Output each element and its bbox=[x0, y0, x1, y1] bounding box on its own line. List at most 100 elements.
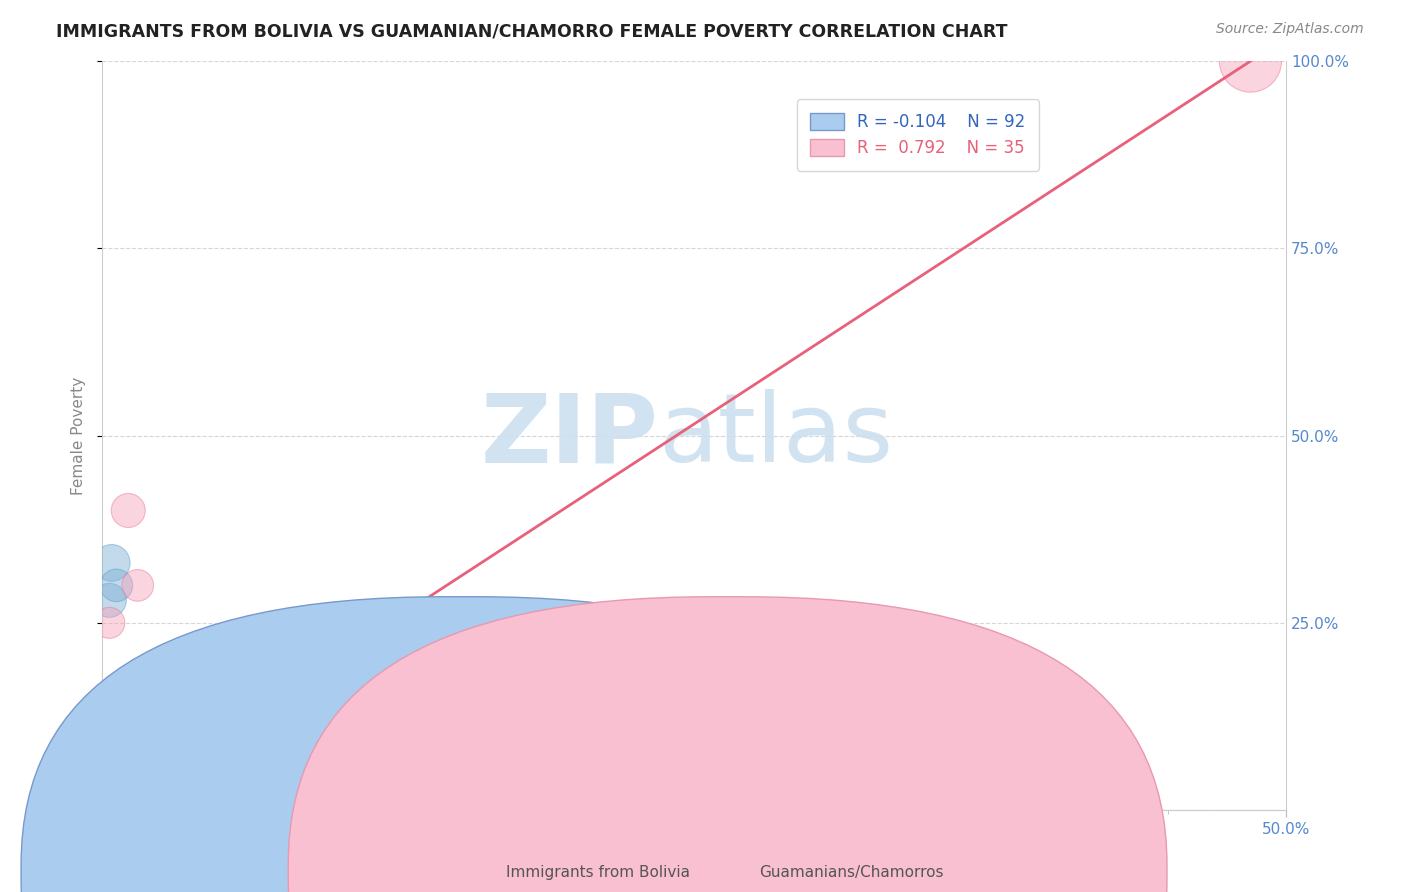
Point bbox=[105, 765, 128, 780]
Point bbox=[129, 758, 152, 772]
Point bbox=[107, 765, 129, 780]
Point bbox=[167, 780, 190, 795]
Point bbox=[115, 758, 138, 772]
Point bbox=[100, 750, 122, 764]
Point bbox=[117, 765, 139, 780]
Point bbox=[110, 750, 132, 764]
Point bbox=[124, 750, 146, 764]
Point bbox=[136, 773, 159, 788]
Point bbox=[112, 765, 135, 780]
Point bbox=[105, 758, 128, 772]
Point bbox=[107, 780, 129, 795]
Point bbox=[214, 788, 236, 802]
Point bbox=[120, 773, 142, 788]
Point bbox=[93, 773, 115, 788]
Point bbox=[129, 765, 152, 780]
Point bbox=[122, 773, 145, 788]
Point bbox=[195, 788, 218, 802]
Point bbox=[96, 765, 118, 780]
Point bbox=[200, 780, 222, 795]
Point bbox=[115, 773, 138, 788]
Point bbox=[134, 773, 156, 788]
Point bbox=[134, 758, 156, 772]
Y-axis label: Female Poverty: Female Poverty bbox=[72, 376, 86, 495]
Point bbox=[152, 780, 174, 795]
Point bbox=[143, 743, 166, 757]
Point bbox=[172, 788, 194, 802]
Point bbox=[93, 758, 115, 772]
Point bbox=[103, 758, 125, 772]
Point bbox=[124, 773, 146, 788]
Point bbox=[122, 750, 145, 764]
Point bbox=[103, 765, 125, 780]
Point bbox=[93, 758, 115, 772]
Point bbox=[245, 796, 267, 810]
Point bbox=[110, 758, 132, 772]
Point bbox=[117, 503, 139, 517]
Point bbox=[110, 773, 132, 788]
Point bbox=[112, 780, 135, 795]
Point bbox=[115, 773, 138, 788]
Point bbox=[100, 736, 122, 750]
Point bbox=[93, 765, 115, 780]
Point bbox=[107, 750, 129, 764]
Point bbox=[98, 773, 121, 788]
Point bbox=[143, 765, 166, 780]
Point bbox=[103, 743, 125, 757]
Point bbox=[167, 780, 190, 795]
Point bbox=[107, 750, 129, 764]
Point bbox=[100, 758, 122, 772]
Point bbox=[93, 773, 115, 788]
Point bbox=[129, 773, 152, 788]
Point bbox=[112, 765, 135, 780]
Point bbox=[148, 758, 170, 772]
Point bbox=[96, 743, 118, 757]
Point bbox=[120, 758, 142, 772]
Point bbox=[117, 750, 139, 764]
Point bbox=[98, 743, 121, 757]
Point bbox=[169, 773, 191, 788]
Point bbox=[115, 758, 138, 772]
Point bbox=[105, 578, 128, 592]
Point bbox=[162, 758, 184, 772]
Point bbox=[238, 796, 260, 810]
Point bbox=[96, 765, 118, 780]
Point bbox=[93, 780, 115, 795]
Point bbox=[100, 780, 122, 795]
Point bbox=[98, 615, 121, 630]
Point bbox=[107, 765, 129, 780]
Point bbox=[98, 750, 121, 764]
Text: atlas: atlas bbox=[658, 389, 894, 482]
Point bbox=[157, 780, 180, 795]
Point bbox=[205, 788, 228, 802]
Point bbox=[112, 750, 135, 764]
Point bbox=[127, 578, 149, 592]
Point bbox=[110, 758, 132, 772]
Point bbox=[138, 780, 160, 795]
Point bbox=[221, 788, 243, 802]
Point bbox=[150, 773, 173, 788]
Point bbox=[103, 773, 125, 788]
Point bbox=[257, 796, 280, 810]
Point bbox=[127, 765, 149, 780]
Text: ZIP: ZIP bbox=[481, 389, 658, 482]
Point bbox=[96, 773, 118, 788]
Point bbox=[152, 765, 174, 780]
Point bbox=[98, 593, 121, 607]
Point bbox=[96, 758, 118, 772]
Point bbox=[100, 773, 122, 788]
Text: Source: ZipAtlas.com: Source: ZipAtlas.com bbox=[1216, 22, 1364, 37]
Point bbox=[1239, 54, 1261, 69]
Point bbox=[105, 773, 128, 788]
Point bbox=[103, 780, 125, 795]
Point bbox=[127, 780, 149, 795]
Text: Guamanians/Chamorros: Guamanians/Chamorros bbox=[759, 865, 943, 880]
Point bbox=[181, 780, 204, 795]
Point bbox=[100, 773, 122, 788]
Legend: R = -0.104    N = 92, R =  0.792    N = 35: R = -0.104 N = 92, R = 0.792 N = 35 bbox=[797, 99, 1039, 170]
Point bbox=[145, 773, 167, 788]
Point bbox=[143, 780, 166, 795]
Point bbox=[93, 750, 115, 764]
Point bbox=[252, 796, 274, 810]
Point bbox=[98, 758, 121, 772]
